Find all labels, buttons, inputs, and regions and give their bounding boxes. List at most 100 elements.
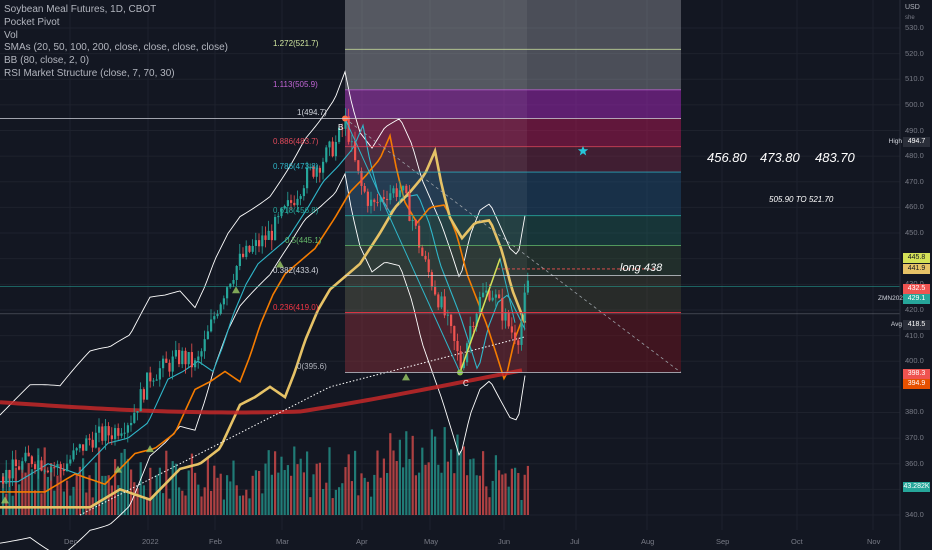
volume-bar [366,481,369,515]
volume-bar [104,475,107,515]
fib-level-label: 0(395.6) [297,362,327,372]
fib-zone [345,89,681,119]
candle-body [174,350,177,357]
volume-bar [206,456,209,515]
candle-body [27,452,30,457]
projection-box [345,0,527,373]
candle-body [392,188,395,194]
candle-body [293,202,296,206]
grid-lines [0,0,900,530]
candle-body [72,450,75,460]
y-tick-label: 520.0 [905,48,924,58]
candle-body [498,294,501,299]
volume-bar [117,485,120,515]
volume-bar [398,439,401,515]
volume-bar [114,459,117,515]
candle-body [114,428,117,440]
x-tick-label: Oct [791,537,803,546]
y-tick-label: 530.0 [905,23,924,32]
candle-body [315,167,318,177]
legend-volume[interactable]: Vol [4,29,18,41]
point-c-label: C [463,379,469,388]
candle-body [94,432,97,448]
volume-bar [501,474,504,515]
candle-body [120,433,123,436]
candle-body [398,190,401,197]
candle-body [171,356,174,372]
y-tick-label: 490.0 [905,125,924,135]
volume-bar [357,495,360,515]
candle-body [453,326,456,341]
candle-body [328,141,331,148]
volume-bar [443,427,446,515]
volume-bar [328,447,331,515]
candle-body [424,255,427,260]
volume-bar [136,488,139,515]
volume-bar [158,467,161,515]
volume-bar [450,449,453,515]
volume-bar [142,485,145,515]
candle-body [85,438,88,451]
fib-level-label: 1(494.7) [297,108,327,118]
volume-bar [482,451,485,515]
symbol-tag: ZMN2022 [878,295,907,302]
legend-pocket-pivot[interactable]: Pocket Pivot [4,16,60,28]
candle-body [30,456,33,465]
volume-bar [53,490,56,515]
candle-body [69,459,72,464]
y-tick-label: 400.0 [905,356,924,366]
candle-body [238,253,241,266]
volume-bar [517,472,520,515]
volume-bar [344,467,347,515]
legend-rsi[interactable]: RSI Market Structure (close, 7, 70, 30) [4,67,175,79]
candle-body [302,188,305,197]
candle-body [133,412,136,423]
legend-smas[interactable]: SMAs (20, 50, 100, 200, close, close, cl… [4,42,228,54]
volume-bar [251,475,254,515]
candle-body [344,116,347,129]
fib-zone [345,118,681,147]
volume-bar [34,490,37,515]
volume-bar [472,458,475,515]
candle-body [213,316,216,320]
volume-bar [248,498,251,515]
candle-body [430,272,433,287]
fib-level-label: 0.5(445.1) [285,235,322,245]
candle-body [357,160,360,171]
candle-body [475,313,478,327]
volume-bar [139,462,142,515]
fib-zone [345,0,681,90]
volume-bar [5,493,8,515]
volume-bar [155,474,158,515]
volume-bar [270,474,273,515]
volume-bar [370,496,373,515]
candle-body [14,459,17,467]
fib-zone [345,215,681,246]
sma-100 [0,146,527,509]
candle-body [472,325,475,327]
volume-bar [494,455,497,515]
candle-body [50,467,53,473]
volume-bar [8,475,11,515]
volume-bar [101,475,104,515]
volume-bar [523,474,526,515]
candle-body [222,298,225,305]
candle-body [139,389,142,412]
legend-title[interactable]: Soybean Meal Futures, 1D, CBOT [4,4,157,15]
y-tick-label: 370.0 [905,433,924,443]
candle-body [382,197,385,199]
volume-bar [395,461,398,515]
candle-body [197,356,200,361]
candle-body [206,331,209,340]
volume-bar [350,481,353,515]
volume-bar [402,467,405,515]
candle-body [270,230,273,241]
candle-body [277,216,280,218]
legend-bb[interactable]: BB (80, close, 2, 0) [4,55,90,67]
candle-body [245,245,248,257]
volume-bar [11,495,14,515]
candle-body [78,444,81,449]
candle-body [309,166,312,168]
candle-body [437,294,440,308]
